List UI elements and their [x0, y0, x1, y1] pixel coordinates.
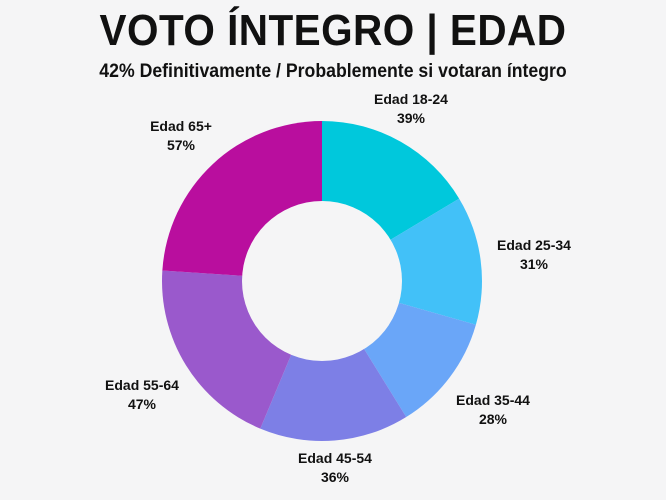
- slice-label-65-plus: Edad 65+ 57%: [121, 117, 241, 155]
- slice-label-value: 47%: [127, 396, 157, 412]
- slice-label-name: Edad 35-44: [456, 392, 530, 408]
- slice-label-value: 28%: [478, 411, 508, 427]
- slice-label-value: 39%: [396, 110, 426, 126]
- slice-label-name: Edad 65+: [150, 118, 212, 134]
- slice-label-45-54: Edad 45-54 36%: [275, 449, 395, 487]
- slice-label-name: Edad 55-64: [105, 377, 179, 393]
- chart-title: VOTO ÍNTEGRO | EDAD: [99, 6, 567, 55]
- chart-subtitle: 42% Definitivamente / Probablemente si v…: [99, 61, 567, 82]
- slice-label-name: Edad 18-24: [374, 91, 448, 107]
- slice-label-name: Edad 45-54: [298, 450, 372, 466]
- slice-label-value: 31%: [519, 256, 549, 272]
- slice-label-35-44: Edad 35-44 28%: [433, 391, 553, 429]
- slice-label-55-64: Edad 55-64 47%: [82, 376, 202, 414]
- donut-slice-edad-25-34: [322, 198, 482, 325]
- donut-slice-edad-45-54: [260, 281, 407, 442]
- slice-label-value: 36%: [320, 469, 350, 485]
- slice-label-name: Edad 25-34: [497, 237, 571, 253]
- slice-label-value: 57%: [166, 137, 196, 153]
- slice-label-18-24: Edad 18-24 39%: [351, 90, 471, 128]
- donut-hole: [242, 201, 402, 361]
- slice-label-25-34: Edad 25-34 31%: [474, 236, 594, 274]
